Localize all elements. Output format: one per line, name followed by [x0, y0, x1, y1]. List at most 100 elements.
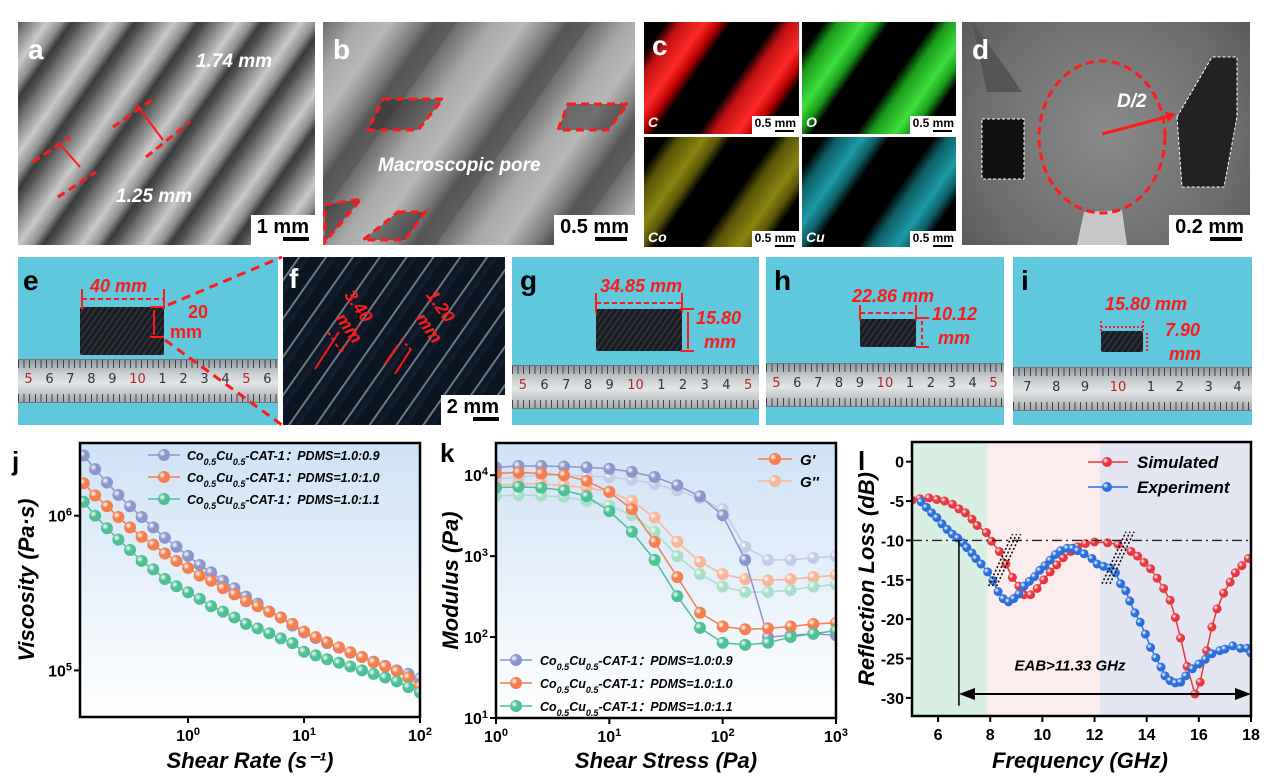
g-prime-2-point: [807, 627, 820, 640]
series-simulated-point: [1001, 559, 1011, 569]
legend-marker: [1102, 482, 1112, 492]
series-1-point: [309, 631, 322, 644]
ruler: 7 8 9 10 1 2 3 4: [1013, 367, 1252, 411]
x-tick-label: 103: [824, 727, 848, 746]
series-simulated-point: [940, 496, 950, 506]
g-double-prime-0-point: [761, 553, 774, 566]
text-part: Co: [187, 449, 204, 463]
g-prime-0-point: [580, 461, 593, 474]
g-prime-2-point: [496, 481, 502, 494]
series-1-point: [147, 538, 160, 551]
g-prime-2-point: [761, 636, 774, 649]
series-simulated-point: [1032, 583, 1042, 593]
legend-marker: [510, 700, 522, 712]
ruler-number: 1: [657, 378, 666, 393]
text-part: Co: [187, 493, 204, 507]
series-simulated-point: [1039, 575, 1049, 585]
series-experiment-point: [1207, 649, 1217, 659]
radius-label: D/2: [1117, 91, 1147, 112]
series-2-point: [332, 656, 345, 669]
series-experiment-point: [1176, 677, 1186, 687]
series-simulated-point: [924, 493, 934, 503]
g-prime-2-point: [535, 481, 548, 494]
tick-base: 10: [48, 509, 66, 526]
ruler-number: 9: [605, 378, 614, 393]
series-experiment-point: [1236, 643, 1246, 653]
series-simulated-point: [1152, 573, 1162, 583]
x-tick-label: 102: [711, 727, 735, 746]
series-0-point: [80, 449, 90, 462]
series-2-point: [135, 554, 148, 567]
scale-bar-label: 0.5 mm: [754, 116, 796, 130]
g-prime-2-point: [716, 636, 729, 649]
g-double-prime-1-point: [739, 573, 752, 586]
y-tick-label: 105: [48, 661, 72, 680]
tick-base: 10: [464, 549, 482, 566]
text-part: -CAT-1：PDMS=1.0:0.9: [598, 654, 732, 668]
spacing-label: 1.74 mm: [196, 51, 273, 72]
width-label: 22.86 mm: [852, 286, 935, 306]
scale-bar-label: 0.5 mm: [912, 231, 954, 245]
series-1-point: [228, 588, 241, 601]
height-unit: mm: [1169, 344, 1202, 364]
ruler-number: 10: [129, 372, 146, 387]
g-prime-2-point: [830, 624, 836, 637]
scale-bar: 0.5 mm: [909, 116, 956, 134]
series-1-point: [355, 651, 368, 664]
series-experiment-point: [983, 567, 993, 577]
series-simulated-point: [1243, 554, 1251, 564]
legend-marker: [158, 449, 170, 461]
tick-base: 10: [408, 728, 426, 745]
g-double-prime-2-point: [716, 580, 729, 593]
g-prime-1-point: [557, 469, 570, 482]
eds-map-co: Co 0.5 mm: [644, 137, 799, 247]
series-simulated-point: [1176, 633, 1186, 643]
series-1-point: [170, 554, 183, 567]
g-double-prime-1-line: [496, 483, 836, 582]
series-2-point: [286, 637, 299, 650]
text-part: Co: [540, 700, 557, 714]
tick-base: 10: [464, 468, 482, 485]
g-double-prime-0-point: [830, 550, 836, 563]
subscript: 0.5: [204, 501, 218, 511]
pore-outlines: [323, 97, 632, 245]
subscript: 0.5: [557, 708, 571, 718]
series-1-point: [80, 477, 90, 490]
legend-marker: [510, 677, 522, 689]
series-experiment-point: [1135, 617, 1145, 627]
y-tick-label: -20: [881, 612, 904, 629]
series-simulated-point: [967, 514, 977, 524]
subscript: 0.5: [586, 662, 600, 672]
text-part: Cu: [569, 677, 586, 691]
series-2-point: [379, 671, 392, 684]
tick-base: 10: [176, 728, 194, 745]
panel-label-d: d: [972, 34, 990, 65]
x-axis-label: Frequency (GHz): [992, 748, 1168, 773]
legend-label: Co0.5Cu0.5-CAT-1：PDMS=1.0:1.0: [187, 471, 380, 489]
tick-base: 10: [464, 711, 482, 728]
plot-area: [496, 459, 836, 651]
panel-h-photo: h 22.86 mm 10.12 mm 5 6 7 8 9 10 1 2 3 4 5: [766, 257, 1004, 425]
g-double-prime-1-point: [761, 574, 774, 587]
series-2-point: [274, 632, 287, 645]
x-tick-label: 6: [934, 727, 943, 744]
scale-bar-label: 0.5 mm: [560, 216, 629, 238]
plot-area: [80, 449, 420, 699]
series-simulated-point: [1170, 613, 1180, 623]
panel-label-g: g: [520, 265, 538, 296]
g-prime-2-point: [694, 621, 707, 634]
tick-base: 10: [48, 663, 66, 680]
series-1-point: [135, 530, 148, 543]
series-simulated-point: [1080, 539, 1090, 549]
subscript: 0.5: [557, 685, 571, 695]
series-2-point: [309, 649, 322, 662]
g-prime-2-point: [648, 553, 661, 566]
series-experiment-point: [1228, 641, 1238, 651]
g-double-prime-2-point: [830, 578, 836, 591]
eds-map-c: C 0.5 mm: [644, 22, 799, 134]
panel-i-photo: i 15.80 mm 7.90 mm 7 8 9 10 1 2 3 4: [1013, 257, 1252, 425]
height-number: 15.80: [696, 308, 742, 328]
x-tick-label: 16: [1190, 727, 1208, 744]
g-prime-0-point: [739, 553, 752, 566]
series-2-point: [367, 667, 380, 680]
